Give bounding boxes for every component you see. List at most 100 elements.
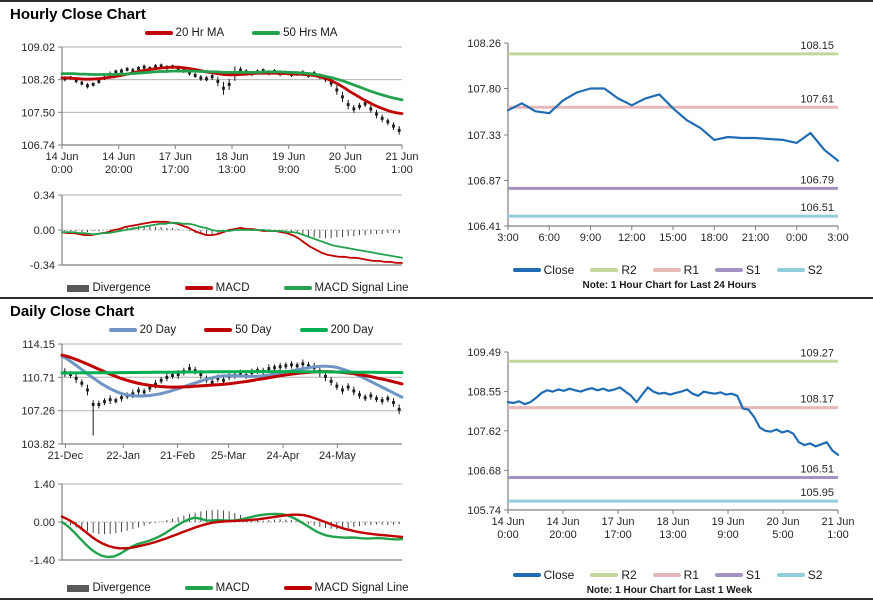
svg-text:24-May: 24-May — [319, 450, 356, 462]
svg-text:0.00: 0.00 — [34, 225, 55, 237]
section-separator — [0, 297, 873, 299]
legend-swatch-200-day — [299, 328, 328, 332]
svg-text:13:00: 13:00 — [218, 164, 246, 176]
legend-item-divergence: Divergence — [67, 282, 151, 294]
svg-text:107.50: 107.50 — [21, 107, 55, 119]
svg-text:105.74: 105.74 — [467, 505, 501, 517]
svg-text:3:00: 3:00 — [827, 232, 848, 244]
legend-swatch-r2 — [590, 573, 619, 577]
legend-swatch-s1 — [715, 573, 743, 577]
hourly-pivot-legend: Close R2 R1 S1 S2 — [436, 261, 873, 279]
legend-label-macd: MACD — [215, 582, 250, 594]
svg-text:114.15: 114.15 — [22, 339, 55, 351]
svg-text:9:00: 9:00 — [580, 232, 601, 244]
legend-label-r2: R2 — [621, 263, 637, 277]
hourly-chart-note: Note: 1 Hour Chart for Last 24 Hours — [582, 280, 757, 291]
svg-text:110.71: 110.71 — [22, 372, 55, 384]
svg-text:18 Jun: 18 Jun — [215, 151, 248, 163]
legend-label-r1: R1 — [683, 568, 699, 582]
legend-item-r2: R2 — [590, 568, 637, 582]
svg-text:21 Jun: 21 Jun — [821, 516, 854, 528]
legend-label-r2: R2 — [621, 568, 637, 582]
svg-text:21:00: 21:00 — [742, 232, 770, 244]
svg-text:108.26: 108.26 — [467, 38, 501, 50]
legend-item-200-day: 200 Day — [299, 324, 374, 336]
svg-text:9:00: 9:00 — [278, 164, 299, 176]
svg-text:0:00: 0:00 — [497, 529, 518, 541]
svg-text:20 Jun: 20 Jun — [329, 151, 362, 163]
svg-text:22-Jan: 22-Jan — [106, 450, 140, 462]
svg-text:20:00: 20:00 — [549, 529, 577, 541]
svg-text:14 Jun: 14 Jun — [491, 516, 524, 528]
svg-text:1:00: 1:00 — [391, 164, 412, 176]
svg-text:109.27: 109.27 — [800, 347, 834, 359]
svg-text:-0.34: -0.34 — [30, 260, 55, 272]
legend-label-20-day: 20 Day — [139, 324, 177, 336]
legend-label-close: Close — [543, 568, 575, 582]
svg-text:19 Jun: 19 Jun — [711, 516, 744, 528]
legend-label-r1: R1 — [683, 263, 699, 277]
svg-text:107.62: 107.62 — [467, 426, 501, 438]
legend-swatch-50-hrs-ma — [252, 31, 281, 35]
svg-text:107.26: 107.26 — [21, 406, 55, 418]
svg-text:106.74: 106.74 — [21, 140, 55, 152]
svg-text:6:00: 6:00 — [539, 232, 560, 244]
svg-text:107.80: 107.80 — [467, 84, 501, 96]
svg-text:0:00: 0:00 — [51, 164, 72, 176]
svg-text:17 Jun: 17 Jun — [601, 516, 634, 528]
legend-label-s1: S1 — [746, 568, 761, 582]
legend-item-r2: R2 — [590, 263, 637, 277]
legend-label-50-day: 50 Day — [235, 324, 272, 336]
legend-item-50-hrs-ma: 50 Hrs MA — [252, 27, 337, 39]
legend-swatch-macd-signal-line — [283, 586, 312, 590]
legend-item-20-day: 20 Day — [108, 324, 177, 336]
svg-text:14 Jun: 14 Jun — [45, 151, 78, 163]
svg-text:18 Jun: 18 Jun — [656, 516, 689, 528]
legend-swatch-r1 — [652, 573, 681, 577]
svg-text:108.55: 108.55 — [467, 387, 501, 399]
svg-text:106.79: 106.79 — [800, 174, 834, 186]
svg-text:106.68: 106.68 — [467, 465, 501, 477]
legend-swatch-r2 — [590, 268, 619, 272]
weekly-pivot-legend: Close R2 R1 S1 S2 — [436, 566, 873, 584]
legend-label-s2: S2 — [807, 568, 823, 582]
legend-swatch-macd-signal-line — [283, 286, 312, 290]
top-rule — [0, 0, 873, 2]
svg-text:108.15: 108.15 — [800, 40, 834, 52]
svg-text:103.82: 103.82 — [21, 439, 55, 451]
svg-text:0.00: 0.00 — [34, 517, 55, 529]
legend-swatch-r1 — [652, 268, 681, 272]
legend-swatch-close — [512, 268, 541, 272]
svg-text:109.49: 109.49 — [467, 347, 501, 359]
legend-swatch-20-day — [108, 328, 137, 332]
legend-label-200-day: 200 Day — [330, 324, 374, 336]
legend-item-r1: R1 — [652, 568, 699, 582]
svg-text:106.51: 106.51 — [800, 464, 834, 476]
legend-item-s1: S1 — [715, 568, 761, 582]
svg-text:5:00: 5:00 — [335, 164, 356, 176]
svg-text:14 Jun: 14 Jun — [546, 516, 579, 528]
daily-section: Daily Close Chart 20 Day 50 Day 200 Day 11… — [0, 299, 873, 598]
legend-item-macd-signal-line: MACD Signal Line — [283, 282, 409, 294]
svg-text:17:00: 17:00 — [162, 164, 190, 176]
svg-text:106.51: 106.51 — [800, 202, 834, 214]
legend-label-s2: S2 — [807, 263, 823, 277]
hourly-section-title: Hourly Close Chart — [10, 6, 146, 23]
legend-item-50-day: 50 Day — [204, 324, 272, 336]
legend-item-macd: MACD — [184, 582, 250, 594]
legend-swatch-divergence — [67, 584, 90, 592]
legend-swatch-macd — [184, 586, 213, 590]
svg-text:105.95: 105.95 — [800, 487, 834, 499]
svg-text:0.34: 0.34 — [34, 190, 55, 202]
legend-item-r1: R1 — [652, 263, 699, 277]
weekly-chart-note: Note: 1 Hour Chart for Last 1 Week — [586, 585, 753, 596]
svg-text:108.17: 108.17 — [800, 394, 834, 406]
legend-item-macd: MACD — [184, 282, 250, 294]
legend-swatch-s2 — [776, 573, 805, 577]
legend-label-s1: S1 — [746, 263, 761, 277]
svg-text:-1.40: -1.40 — [30, 555, 55, 567]
